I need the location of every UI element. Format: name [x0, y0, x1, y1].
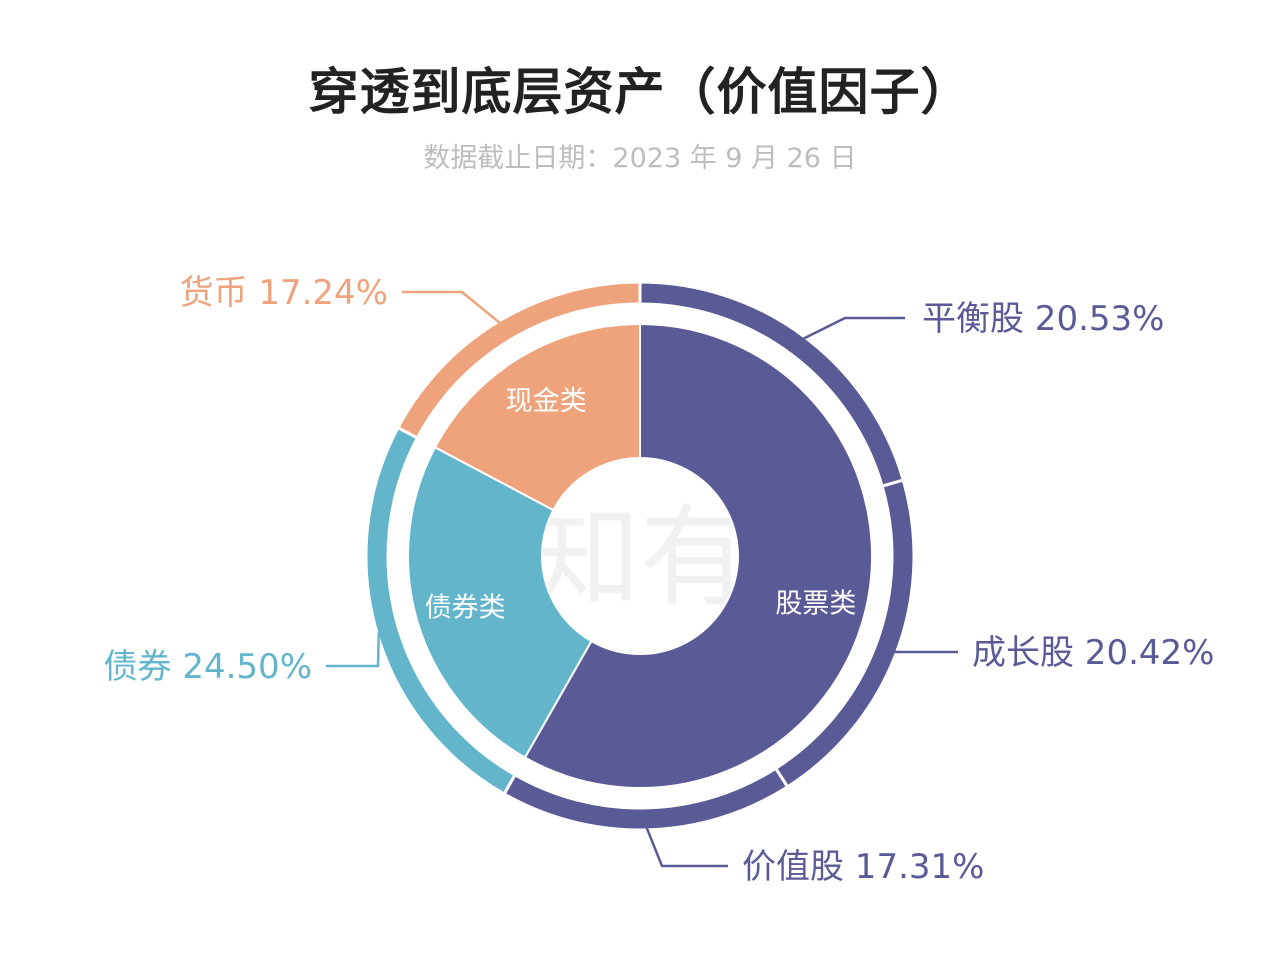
- outer-slice-annotation-4: 货币 17.24%: [180, 273, 388, 313]
- leader-line-4: [402, 290, 501, 324]
- leader-line-2: [645, 827, 728, 868]
- inner-slice-label-0: 股票类: [775, 589, 856, 620]
- inner-slice-0: [523, 322, 873, 789]
- annotations: 平衡股 20.53% 成长股 20.42% 价值股 17.31% 债券 24.50% 货…: [104, 273, 1215, 887]
- inner-ring: [407, 322, 873, 789]
- inner-slice-2: [433, 322, 641, 512]
- inner-slice-label-1: 债券类: [425, 593, 506, 624]
- leader-line-3: [326, 631, 381, 668]
- chart-title: 穿透到底层资产（价值因子）: [308, 63, 972, 121]
- outer-slice-annotation-1: 成长股 20.42%: [972, 633, 1214, 673]
- outer-ring: [364, 280, 916, 832]
- inner-slice-label-2: 现金类: [506, 386, 587, 417]
- outer-slice-annotation-3: 债券 24.50%: [104, 647, 312, 687]
- leader-line-0: [802, 316, 905, 340]
- inner-slice-1: [407, 445, 593, 759]
- inner-labels: 股票类 债券类 现金类: [425, 386, 857, 624]
- outer-slice-4: [395, 280, 642, 440]
- outer-slice-annotation-0: 平衡股 20.53%: [922, 299, 1164, 339]
- outer-slice-annotation-2: 价值股 17.31%: [742, 847, 984, 887]
- chart-subtitle: 数据截止日期：2023 年 9 月 26 日: [423, 143, 857, 174]
